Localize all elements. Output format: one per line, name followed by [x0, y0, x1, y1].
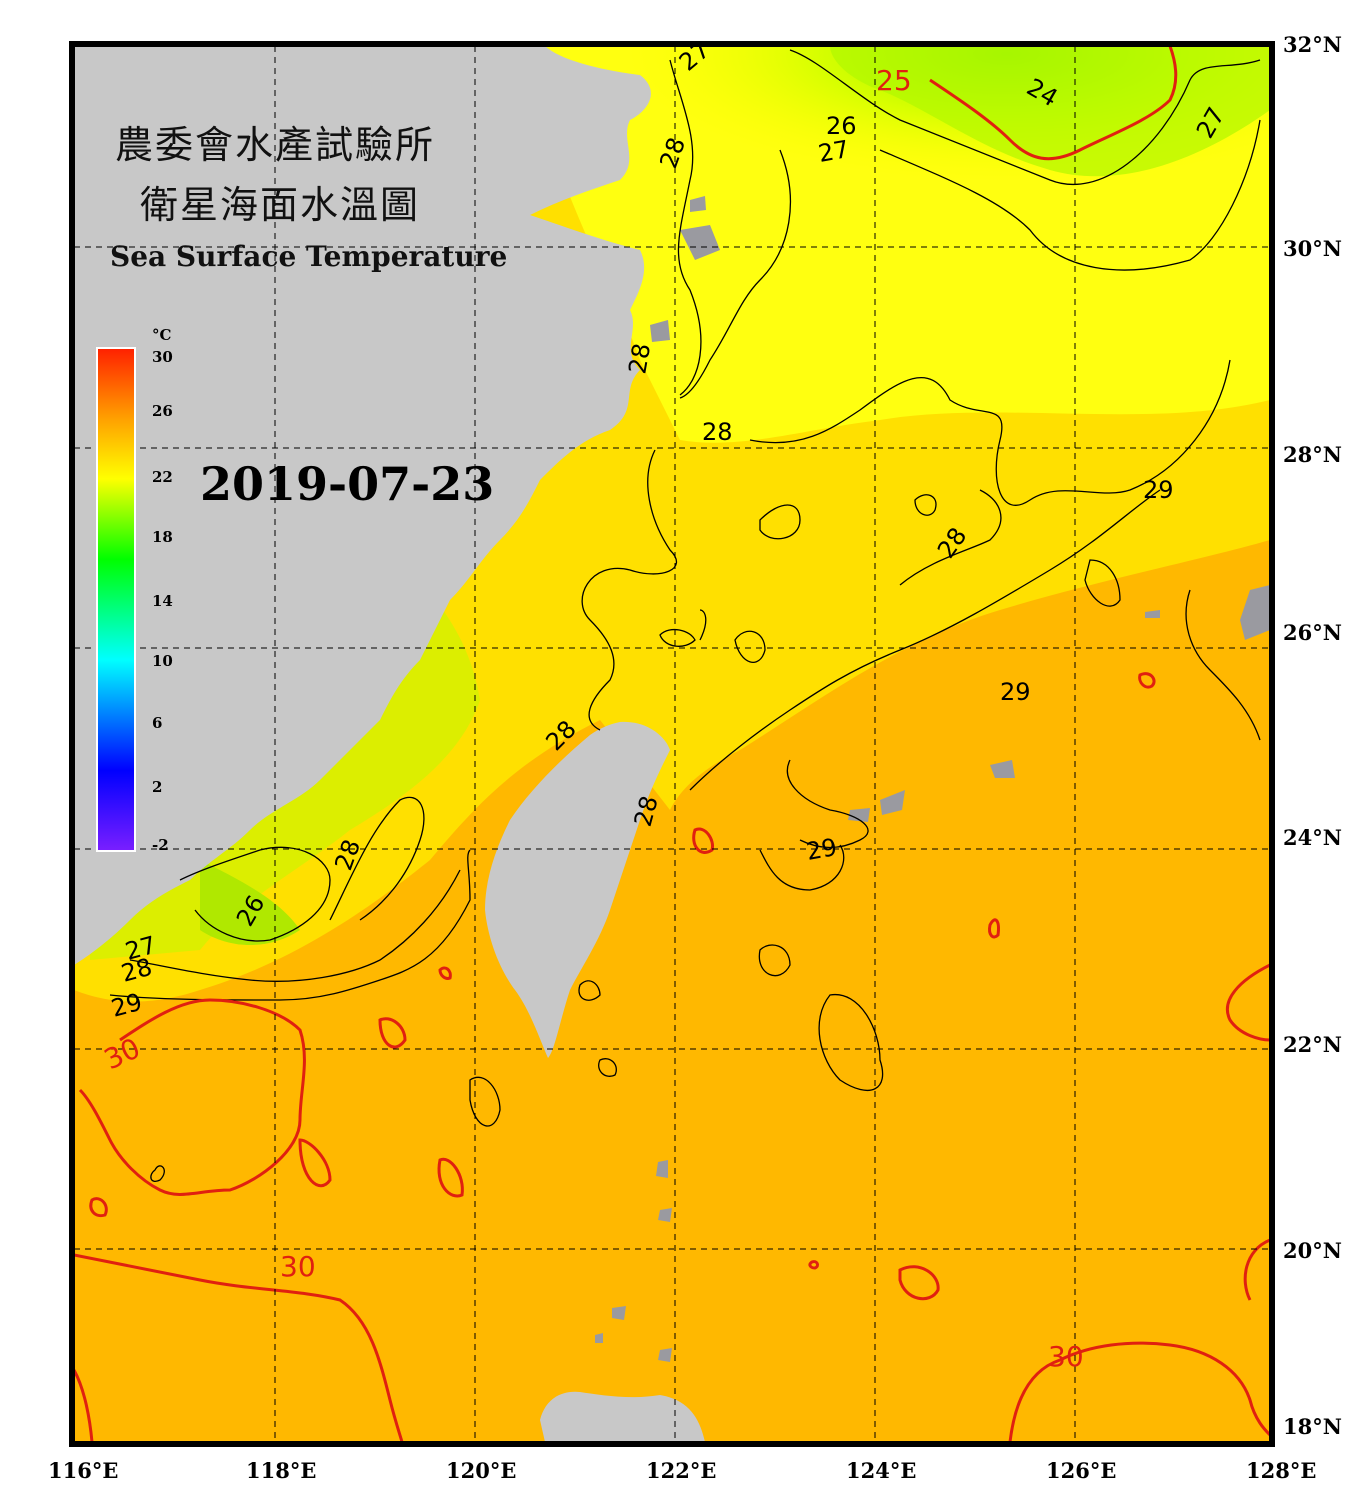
luzon-land [540, 1391, 705, 1442]
contour-label: 28 [623, 341, 656, 376]
colorbar-tick: 30 [152, 348, 173, 366]
contour-label-red: 25 [876, 64, 912, 97]
colorbar-tick: 2 [152, 778, 162, 796]
islands [595, 196, 1270, 1362]
colorbar-tick: 26 [152, 402, 173, 420]
map-date: 2019-07-23 [200, 457, 494, 511]
title-english: Sea Surface Temperature [110, 240, 507, 273]
contours-red [74, 46, 1270, 1442]
title-zh-line1: 農委會水產試驗所 [115, 123, 435, 167]
colorbar-tick: 18 [152, 528, 173, 546]
lat-label: 18°N [1283, 1414, 1342, 1439]
colorbar-gradient [96, 347, 136, 852]
longitude-axis: 116°E 118°E 120°E 122°E 124°E 126°E 128°… [48, 1458, 1316, 1483]
lat-label: 30°N [1283, 236, 1342, 261]
contours-black [109, 49, 1261, 1182]
contour-label: 26 [826, 112, 857, 140]
colorbar-tick: 6 [152, 714, 162, 732]
lon-label: 116°E [48, 1458, 118, 1483]
contour-label: 29 [804, 833, 839, 866]
contour-label: 29 [1143, 476, 1174, 504]
contour-label-red: 30 [280, 1250, 316, 1283]
taiwan-land [485, 721, 670, 1058]
lon-label: 122°E [646, 1458, 716, 1483]
latitude-axis: 32°N 30°N 28°N 26°N 24°N 22°N 20°N 18°N [1283, 32, 1342, 1439]
map-area: 27 28 26 27 24 27 28 28 28 29 28 28 29 2… [74, 46, 1270, 1442]
contour-label-red: 30 [1048, 1340, 1084, 1373]
lon-label: 128°E [1246, 1458, 1316, 1483]
lat-label: 32°N [1283, 32, 1342, 57]
colorbar-tick: -2 [152, 836, 169, 854]
colorbar-tick: 22 [152, 468, 173, 486]
title-zh-line2: 衛星海面水溫圖 [140, 183, 420, 227]
map-frame [69, 41, 1275, 1447]
lon-label: 126°E [1046, 1458, 1116, 1483]
mainland-land [74, 46, 651, 965]
lon-label: 124°E [846, 1458, 916, 1483]
coastal-cool-core [200, 860, 300, 945]
lat-label: 26°N [1283, 620, 1342, 645]
sea-cool-core [830, 46, 1270, 177]
contour-label: 28 [702, 418, 733, 446]
lon-label: 120°E [446, 1458, 516, 1483]
colorbar: °C 30 26 22 18 14 10 6 2 -2 [96, 326, 173, 854]
contour-label: 27 [816, 135, 851, 168]
lat-label: 24°N [1283, 825, 1342, 850]
lat-label: 20°N [1283, 1238, 1342, 1263]
contour-label: 29 [1000, 678, 1031, 706]
lat-label: 22°N [1283, 1032, 1342, 1057]
colorbar-tick: 14 [152, 592, 173, 610]
colorbar-tick: 10 [152, 652, 173, 670]
colorbar-unit: °C [152, 326, 172, 344]
lat-label: 28°N [1283, 442, 1342, 467]
lon-label: 118°E [246, 1458, 316, 1483]
graticule [74, 46, 1270, 1442]
